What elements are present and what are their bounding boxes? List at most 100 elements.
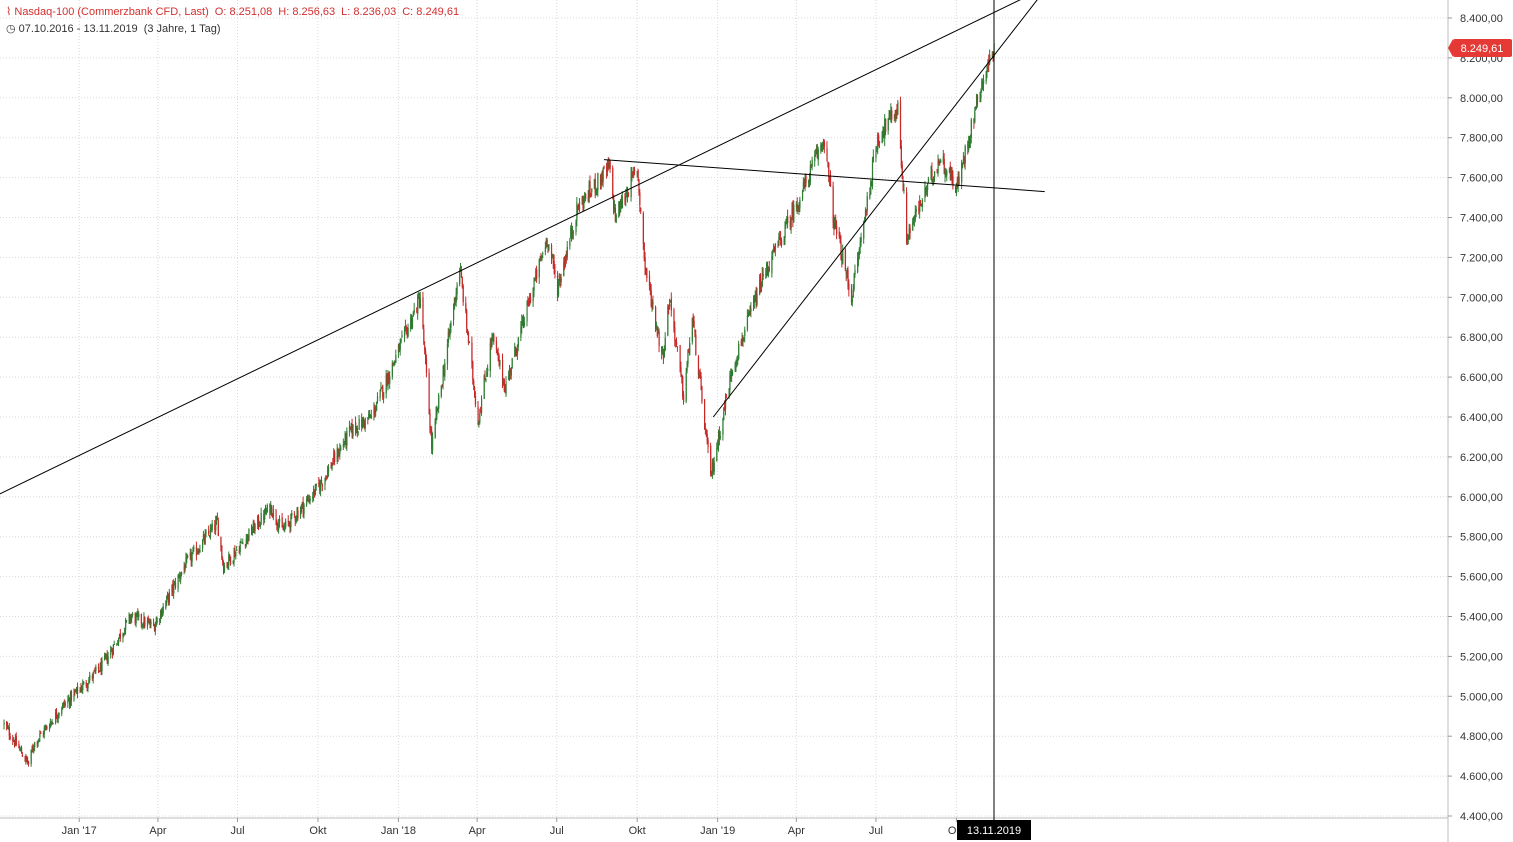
- candle-down: [190, 552, 192, 562]
- candle-down: [32, 748, 34, 750]
- candle-up: [419, 298, 421, 308]
- candle-down: [297, 510, 299, 519]
- candle-up: [404, 327, 406, 336]
- candle-up: [962, 159, 965, 162]
- candle-up: [344, 433, 346, 443]
- candle-up: [940, 159, 942, 163]
- candle-down: [467, 329, 469, 335]
- candles-layer: [3, 35, 995, 767]
- candle-up: [545, 239, 547, 248]
- candle-up: [857, 255, 860, 260]
- candle-down: [398, 343, 401, 352]
- candle-up: [227, 563, 229, 567]
- instrument-name[interactable]: Nasdaq-100 (Commerzbank CFD, Last): [14, 6, 209, 18]
- candle-up: [523, 322, 526, 326]
- candle-up: [101, 660, 103, 672]
- candle-down: [319, 484, 321, 491]
- candle-up: [178, 575, 180, 577]
- candle-down: [423, 329, 425, 344]
- clock-icon[interactable]: ◷: [6, 23, 16, 35]
- candle-up: [20, 749, 22, 751]
- candle-down: [883, 129, 885, 138]
- candle-up: [576, 202, 578, 221]
- date-range[interactable]: 07.10.2016 - 13.11.2019: [18, 23, 138, 35]
- candle-down: [351, 424, 353, 436]
- candle-up: [944, 173, 946, 176]
- candle-down: [293, 513, 296, 515]
- candle-down: [676, 346, 679, 348]
- candle-down: [406, 328, 408, 336]
- candle-up: [520, 327, 522, 338]
- candle-up: [814, 155, 816, 162]
- candle-up: [160, 611, 162, 619]
- candle-down: [658, 331, 660, 346]
- candle-down: [587, 197, 589, 201]
- candle-up: [511, 358, 513, 369]
- candle-up: [895, 109, 897, 117]
- candle-down: [963, 157, 965, 164]
- candle-up: [185, 557, 187, 569]
- candle-up: [625, 195, 627, 201]
- candle-up: [397, 345, 400, 353]
- candle-down: [707, 439, 709, 448]
- candle-down: [645, 268, 647, 271]
- candle-down: [269, 503, 271, 515]
- candle-down: [550, 245, 553, 259]
- candle-down: [704, 399, 706, 430]
- candle-down: [840, 241, 842, 261]
- candle-down: [688, 350, 690, 353]
- candle-up: [411, 318, 414, 328]
- candle-down: [973, 119, 975, 122]
- close-value: C: 8.249,61: [402, 6, 460, 18]
- trendlines-layer[interactable]: [0, 0, 1045, 495]
- low-value: L: 8.236,03: [341, 6, 397, 18]
- candle-down: [119, 633, 122, 639]
- candle-up: [853, 275, 855, 290]
- candle-up: [569, 239, 571, 247]
- candle-down: [222, 558, 224, 562]
- candle-down: [63, 702, 66, 705]
- candle-up: [747, 313, 749, 317]
- overlay-layer: 13.11.2019 8.249,61: [957, 0, 1512, 840]
- candle-up: [69, 692, 72, 707]
- candle-down: [318, 482, 320, 485]
- trendline: [0, 0, 1021, 495]
- price-badge-label: 8.249,61: [1461, 43, 1504, 55]
- candle-down: [466, 310, 468, 328]
- candle-up: [240, 541, 242, 544]
- candle-up: [447, 332, 449, 343]
- candle-down: [149, 623, 151, 626]
- candle-up: [413, 309, 415, 313]
- candle-up: [560, 277, 562, 283]
- candle-down: [803, 182, 805, 189]
- candle-up: [785, 221, 787, 226]
- candle-up: [324, 477, 326, 485]
- candle-up: [92, 671, 94, 679]
- candle-down: [828, 163, 830, 176]
- chart-type-icon[interactable]: ⌇: [6, 6, 12, 18]
- candle-up: [89, 675, 91, 680]
- candle-up: [19, 748, 21, 750]
- candle-up: [846, 272, 848, 274]
- candle-down: [695, 334, 697, 355]
- candle-down: [553, 261, 555, 270]
- candle-up: [842, 251, 844, 264]
- y-tick-label: 5.400,00: [1460, 612, 1503, 624]
- candle-up: [687, 350, 689, 364]
- candle-up: [325, 475, 327, 479]
- candle-up: [793, 204, 795, 223]
- candle-down: [208, 530, 210, 534]
- candle-up: [233, 550, 235, 563]
- candle-down: [477, 406, 479, 424]
- candle-up: [950, 173, 952, 180]
- candle-up: [76, 687, 78, 691]
- candle-up: [25, 756, 27, 761]
- candle-up: [418, 297, 420, 299]
- candle-down: [9, 736, 11, 739]
- candle-down: [768, 267, 770, 272]
- candle-up: [600, 174, 603, 185]
- candle-down: [827, 161, 829, 163]
- candle-up: [728, 391, 730, 398]
- candle-up: [435, 412, 437, 421]
